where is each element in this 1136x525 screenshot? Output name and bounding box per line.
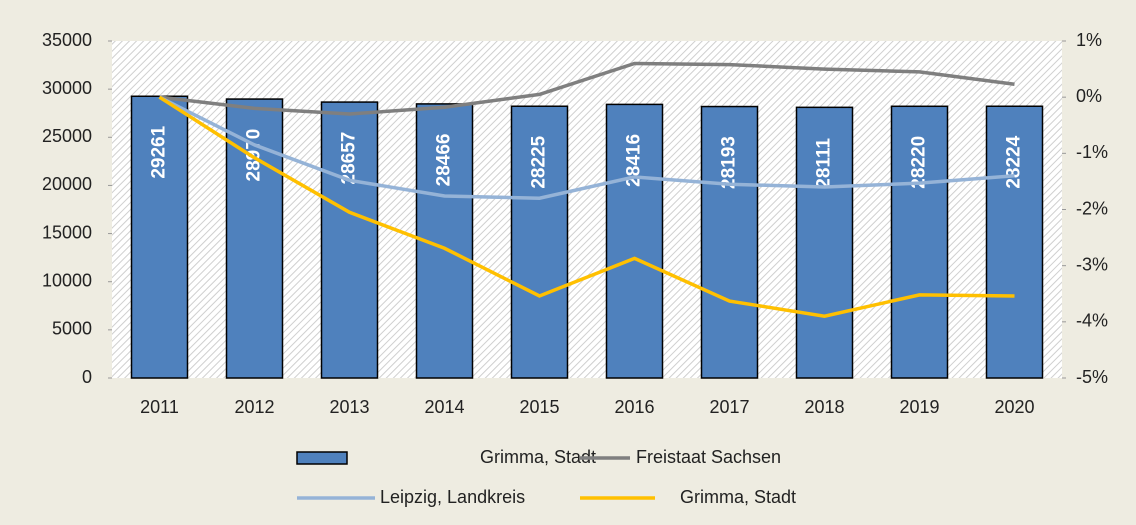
bar [700,105,759,379]
value-label: 29261 [149,125,170,178]
value-label: 28224 [1004,135,1025,188]
x-tick-label: 2014 [424,397,464,417]
bar [795,106,854,379]
value-label: 28193 [719,136,740,189]
y-tick-label: 30000 [42,78,92,98]
y-tick-label: 0 [82,367,92,387]
y-tick-label: 15000 [42,222,92,242]
legend-label: Freistaat Sachsen [636,447,781,467]
x-tick-label: 2020 [994,397,1034,417]
y-tick-label: 10000 [42,270,92,290]
y-tick-label: 35000 [42,30,92,50]
x-tick-label: 2018 [804,397,844,417]
x-tick-label: 2011 [140,397,179,417]
legend-label: Grimma, Stadt [480,447,596,467]
y2-tick-label: -1% [1076,142,1108,162]
x-tick-label: 2015 [519,397,559,417]
value-label: 28416 [624,134,645,187]
line [158,95,1015,201]
y-tick-label: 5000 [52,319,92,339]
y-tick-label: 20000 [42,174,92,194]
y2-tick-label: 0% [1076,86,1102,106]
value-label: 28466 [434,133,455,186]
x-tick-label: 2019 [899,397,939,417]
y2-tick-label: -5% [1076,367,1108,387]
value-label: 28111 [814,138,835,189]
x-tick-label: 2013 [329,397,369,417]
value-label: 28225 [529,135,550,188]
y2-tick-label: -3% [1076,254,1108,274]
y2-tick-label: -2% [1076,198,1108,218]
bar [510,105,569,379]
line [158,95,1015,318]
bar [130,95,189,379]
bar [320,101,379,379]
bar [890,105,949,379]
legend-label: Grimma, Stadt [680,487,796,507]
value-label: 28970 [244,129,265,182]
bar [985,105,1044,379]
value-label: 28220 [909,136,930,189]
y2-tick-label: 1% [1076,30,1102,50]
legend-swatch [296,451,348,465]
x-tick-label: 2012 [234,397,274,417]
x-tick-label: 2016 [614,397,654,417]
y-tick-label: 25000 [42,126,92,146]
legend-label: Leipzig, Landkreis [380,487,525,507]
value-label: 28657 [339,132,360,185]
line [159,61,1015,116]
y2-tick-label: -4% [1076,311,1108,331]
bar [605,103,664,379]
x-tick-label: 2017 [709,397,749,417]
